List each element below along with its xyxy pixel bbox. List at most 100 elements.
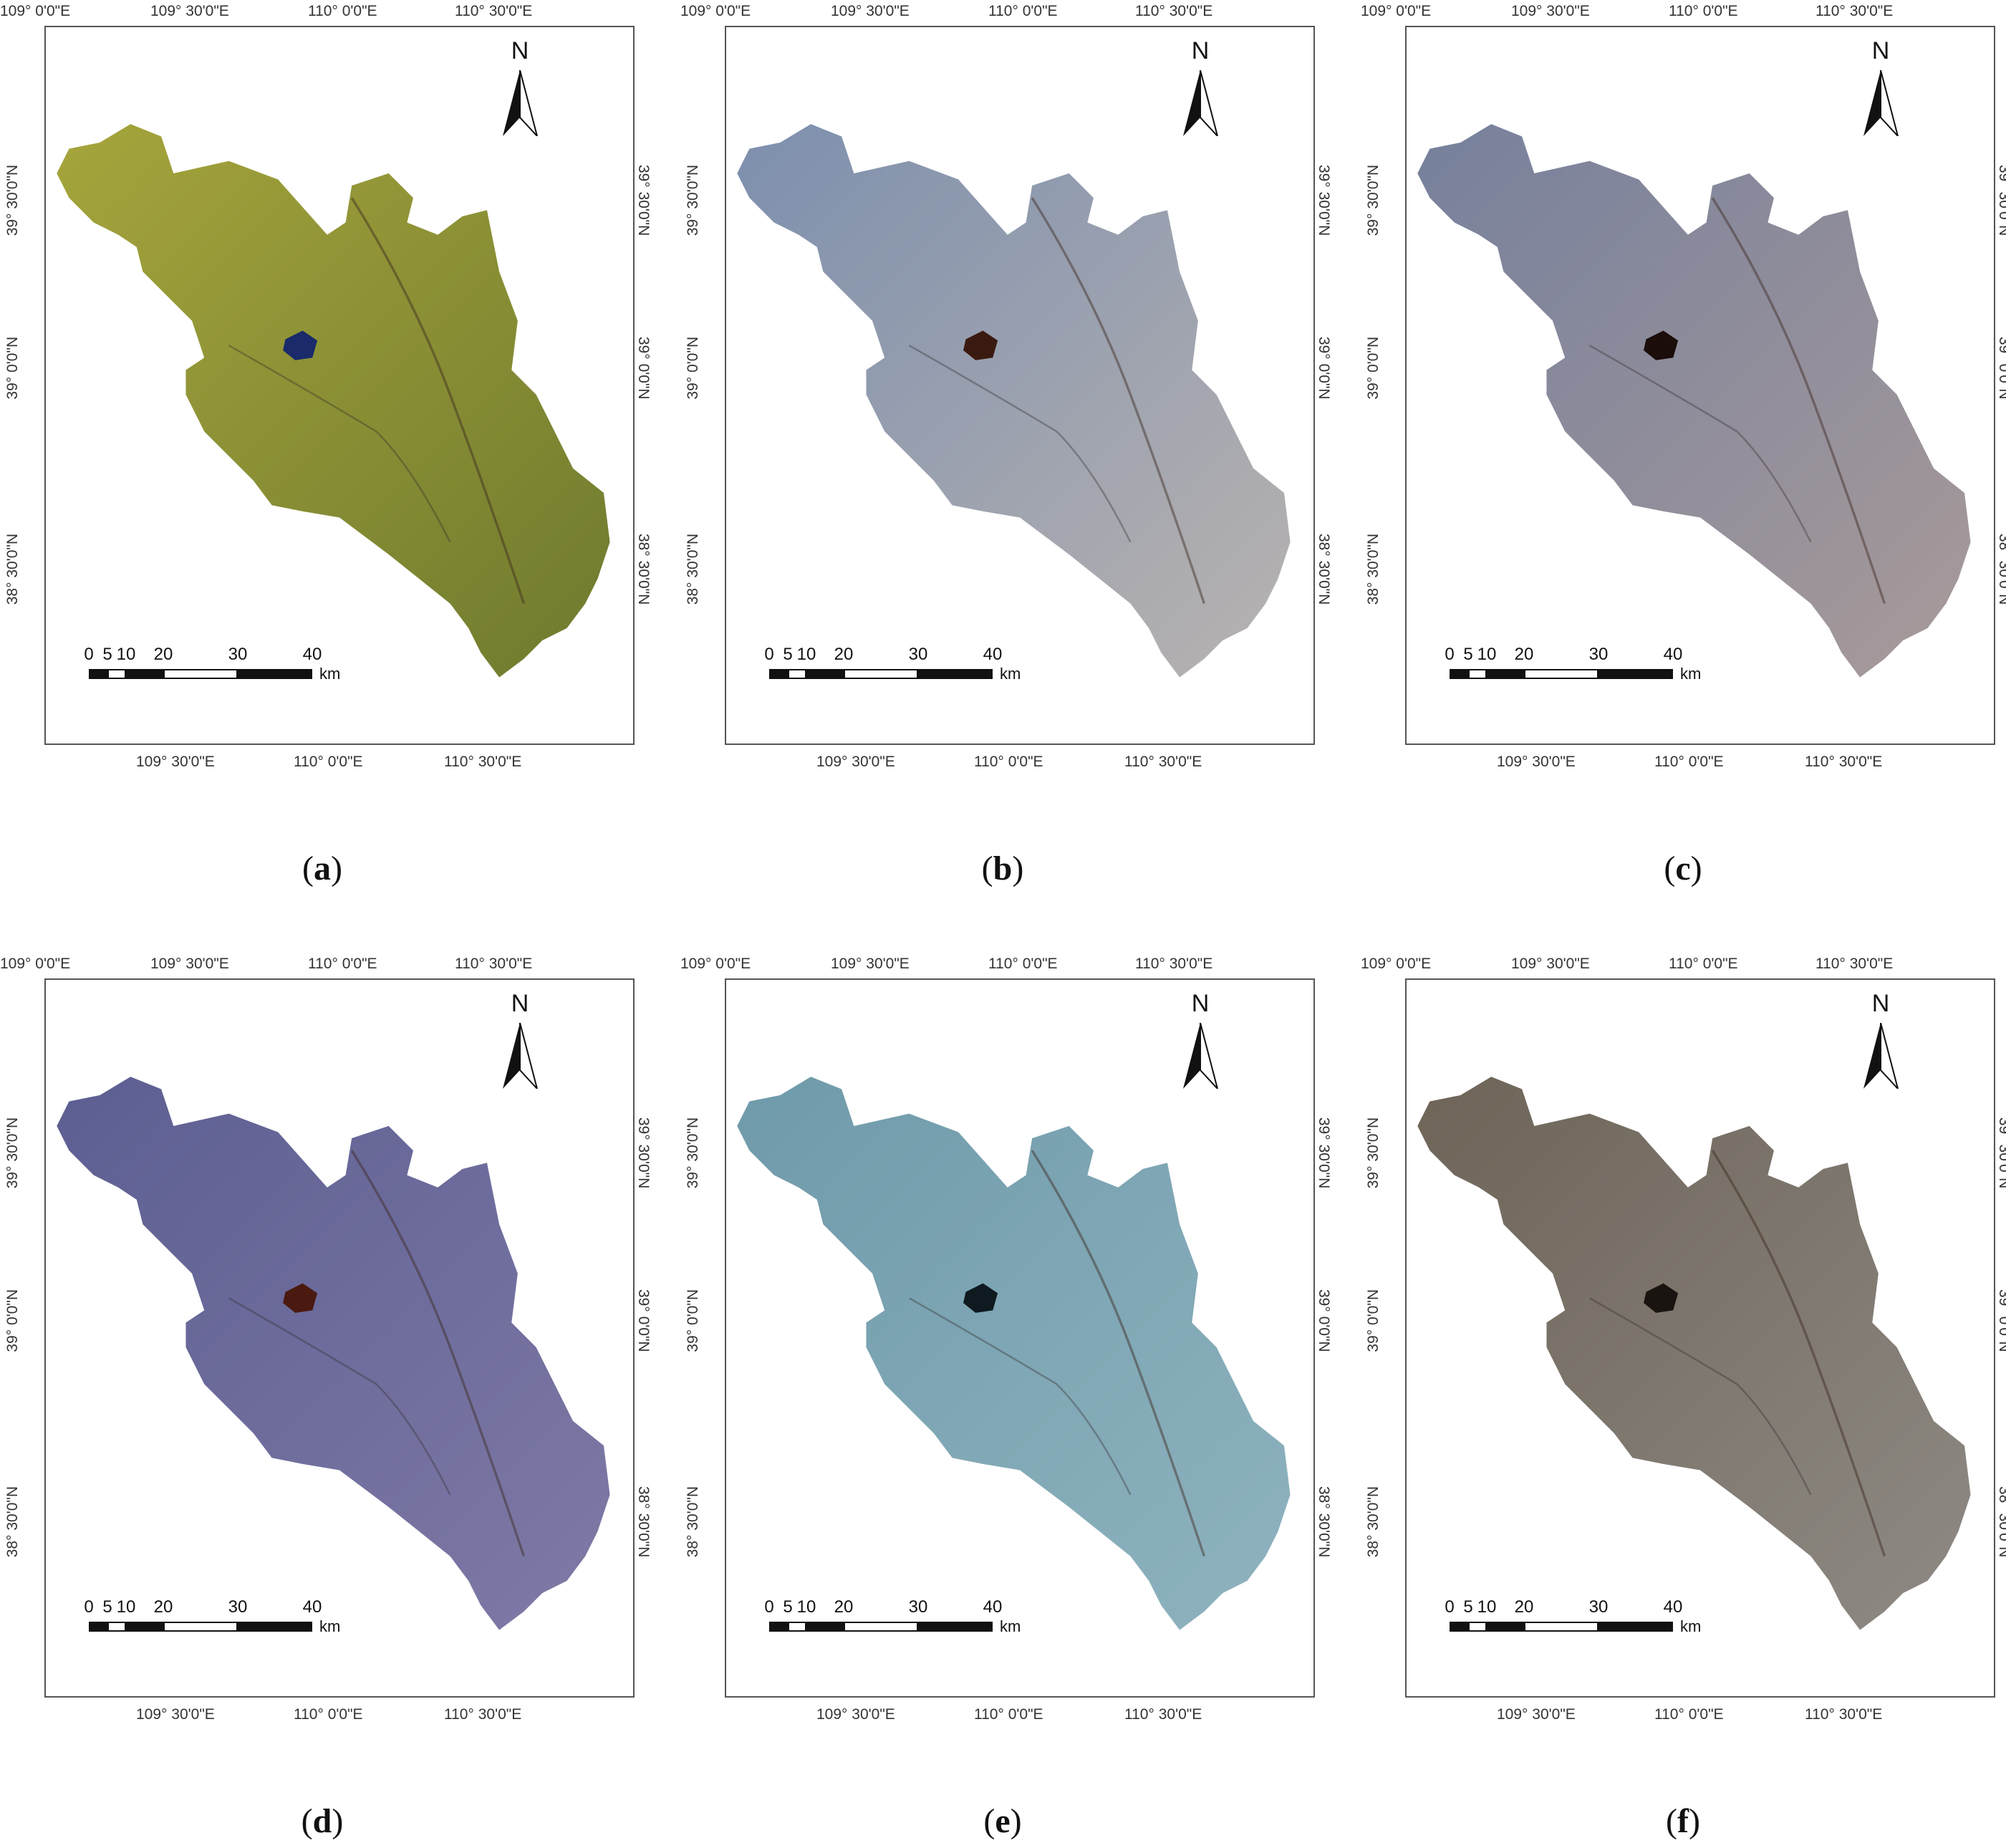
river bbox=[908, 1297, 1132, 1496]
latitude-label: 38° 30'0"N bbox=[1996, 534, 2006, 605]
scale-number: 10 bbox=[116, 645, 136, 664]
longitude-label: 110° 30'0"E bbox=[1135, 3, 1213, 19]
scale-segment bbox=[126, 669, 163, 679]
scale-number: 20 bbox=[834, 1597, 854, 1617]
longitude-label: 110° 0'0"E bbox=[988, 956, 1058, 972]
scale-number: 5 bbox=[1463, 645, 1473, 664]
study-area bbox=[57, 124, 610, 678]
map-panel-d: 109° 0'0"E 109° 30'0"E 110° 0'0"E 110° 30'0… bbox=[0, 953, 652, 1848]
north-arrow-icon: N bbox=[494, 990, 546, 1090]
river bbox=[228, 345, 451, 543]
scale-segment bbox=[163, 669, 238, 679]
latitude-label: 38° 30'0"N bbox=[635, 534, 652, 605]
scale-number: 40 bbox=[983, 1597, 1003, 1617]
scale-segment bbox=[1487, 1622, 1524, 1632]
scale-number: 10 bbox=[796, 645, 816, 664]
latitude-label: 39° 0'0"N bbox=[1996, 1289, 2006, 1352]
river bbox=[1588, 345, 1812, 543]
scale-segment bbox=[806, 669, 844, 679]
latitude-label: 38° 30'0"N bbox=[685, 534, 701, 605]
scale-number: 30 bbox=[228, 645, 248, 664]
scale-number: 40 bbox=[1663, 1597, 1683, 1617]
river bbox=[1031, 197, 1206, 605]
latitude-label: 39° 30'0"N bbox=[635, 165, 652, 236]
scale-number: 5 bbox=[783, 645, 793, 664]
satellite-image bbox=[1417, 124, 1971, 678]
latitude-label: 39° 0'0"N bbox=[635, 1289, 652, 1352]
north-arrow-icon: N bbox=[1855, 37, 1906, 138]
latitude-label: 39° 30'0"N bbox=[1996, 1117, 2006, 1189]
latitude-label: 39° 30'0"N bbox=[1996, 165, 2006, 236]
scale-number: 40 bbox=[1663, 645, 1683, 664]
longitude-label: 110° 30'0"E bbox=[1124, 1706, 1202, 1723]
longitude-label: 110° 0'0"E bbox=[988, 3, 1058, 19]
scale-segment bbox=[1524, 669, 1598, 679]
north-arrow-icon: N bbox=[1855, 990, 1906, 1090]
scale-number: 20 bbox=[153, 645, 173, 664]
scale-number: 40 bbox=[302, 645, 322, 664]
scale-unit: km bbox=[1680, 1617, 1702, 1635]
scale-segment bbox=[1450, 669, 1468, 679]
scale-number: 10 bbox=[1477, 1597, 1497, 1617]
latitude-label: 39° 30'0"N bbox=[1365, 1117, 1381, 1189]
longitude-label: 109° 0'0"E bbox=[1361, 956, 1432, 972]
scale-number: 10 bbox=[116, 1597, 136, 1617]
lake bbox=[1644, 330, 1679, 360]
scale-number: 20 bbox=[1514, 1597, 1534, 1617]
scale-number: 30 bbox=[1588, 645, 1609, 664]
latitude-label: 39° 0'0"N bbox=[635, 337, 652, 400]
scale-segment bbox=[163, 1622, 238, 1632]
longitude-label: 109° 30'0"E bbox=[150, 3, 229, 19]
north-arrow-icon: N bbox=[1175, 990, 1226, 1090]
scale-segment bbox=[806, 1622, 844, 1632]
scale-segment bbox=[126, 1622, 163, 1632]
study-area bbox=[1417, 124, 1971, 678]
longitude-label: 110° 30'0"E bbox=[455, 956, 533, 972]
north-arrow-icon: N bbox=[494, 37, 546, 138]
longitude-label: 109° 30'0"E bbox=[1511, 956, 1590, 972]
river bbox=[1711, 1150, 1886, 1557]
lake bbox=[283, 330, 318, 360]
latitude-label: 39° 30'0"N bbox=[4, 165, 21, 236]
river bbox=[350, 1150, 526, 1557]
scale-number: 0 bbox=[764, 645, 774, 664]
latitude-label: 38° 30'0"N bbox=[4, 534, 21, 605]
map-panel-e: 109° 0'0"E 109° 30'0"E 110° 0'0"E 110° 30'0… bbox=[680, 953, 1332, 1848]
longitude-label: 110° 0'0"E bbox=[308, 956, 377, 972]
latitude-label: 39° 30'0"N bbox=[1365, 165, 1381, 236]
latitude-label: 39° 0'0"N bbox=[1365, 1289, 1381, 1352]
latitude-label: 39° 0'0"N bbox=[1316, 1289, 1332, 1352]
scale-segment bbox=[89, 1622, 107, 1632]
longitude-label: 110° 30'0"E bbox=[455, 3, 533, 19]
scale-bar: 0 5 10 20 30 40 km bbox=[1445, 1597, 1722, 1640]
latitude-label: 39° 30'0"N bbox=[685, 1117, 701, 1189]
scale-number: 20 bbox=[834, 645, 854, 664]
scale-segment bbox=[918, 1622, 993, 1632]
scale-unit: km bbox=[1000, 1617, 1021, 1635]
river bbox=[228, 1297, 451, 1496]
lake bbox=[1644, 1283, 1679, 1313]
longitude-label: 110° 0'0"E bbox=[308, 3, 377, 19]
longitude-label: 110° 0'0"E bbox=[974, 754, 1043, 770]
longitude-label: 109° 30'0"E bbox=[150, 956, 229, 972]
scale-number: 30 bbox=[908, 1597, 928, 1617]
river bbox=[1588, 1297, 1812, 1496]
scale-bar: 0 5 10 20 30 40 km bbox=[764, 645, 1041, 688]
longitude-label: 110° 0'0"E bbox=[1669, 3, 1738, 19]
longitude-label: 110° 30'0"E bbox=[1124, 754, 1202, 770]
scale-number: 40 bbox=[302, 1597, 322, 1617]
scale-unit: km bbox=[319, 665, 341, 683]
longitude-label: 110° 30'0"E bbox=[1815, 3, 1894, 19]
latitude-label: 39° 0'0"N bbox=[1316, 337, 1332, 400]
scale-number: 30 bbox=[228, 1597, 248, 1617]
longitude-label: 110° 0'0"E bbox=[294, 754, 363, 770]
longitude-label: 110° 30'0"E bbox=[444, 754, 522, 770]
latitude-label: 38° 30'0"N bbox=[635, 1486, 652, 1558]
scale-number: 10 bbox=[1477, 645, 1497, 664]
panel-caption: (d) bbox=[301, 1802, 344, 1840]
latitude-label: 39° 0'0"N bbox=[685, 337, 701, 400]
scale-segment bbox=[769, 669, 788, 679]
river bbox=[1031, 1150, 1206, 1557]
latitude-label: 38° 30'0"N bbox=[1996, 1486, 2006, 1558]
scale-bar: 0 5 10 20 30 40 km bbox=[764, 1597, 1041, 1640]
